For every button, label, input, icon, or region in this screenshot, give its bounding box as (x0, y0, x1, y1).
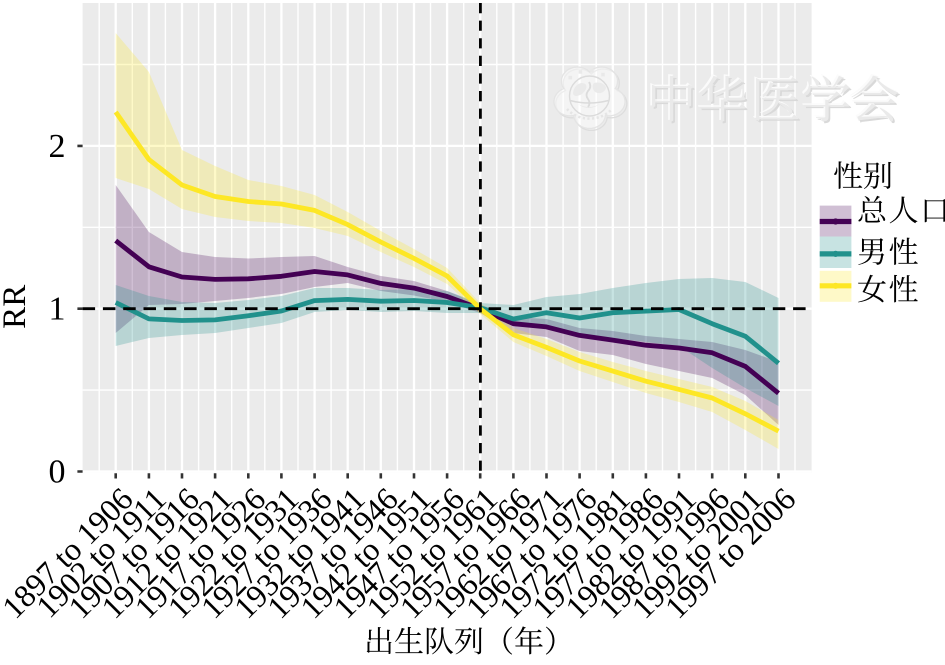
svg-text:RR: RR (0, 285, 33, 329)
svg-text:2: 2 (49, 128, 66, 165)
svg-text:1: 1 (49, 291, 66, 328)
svg-text:0: 0 (49, 454, 66, 491)
